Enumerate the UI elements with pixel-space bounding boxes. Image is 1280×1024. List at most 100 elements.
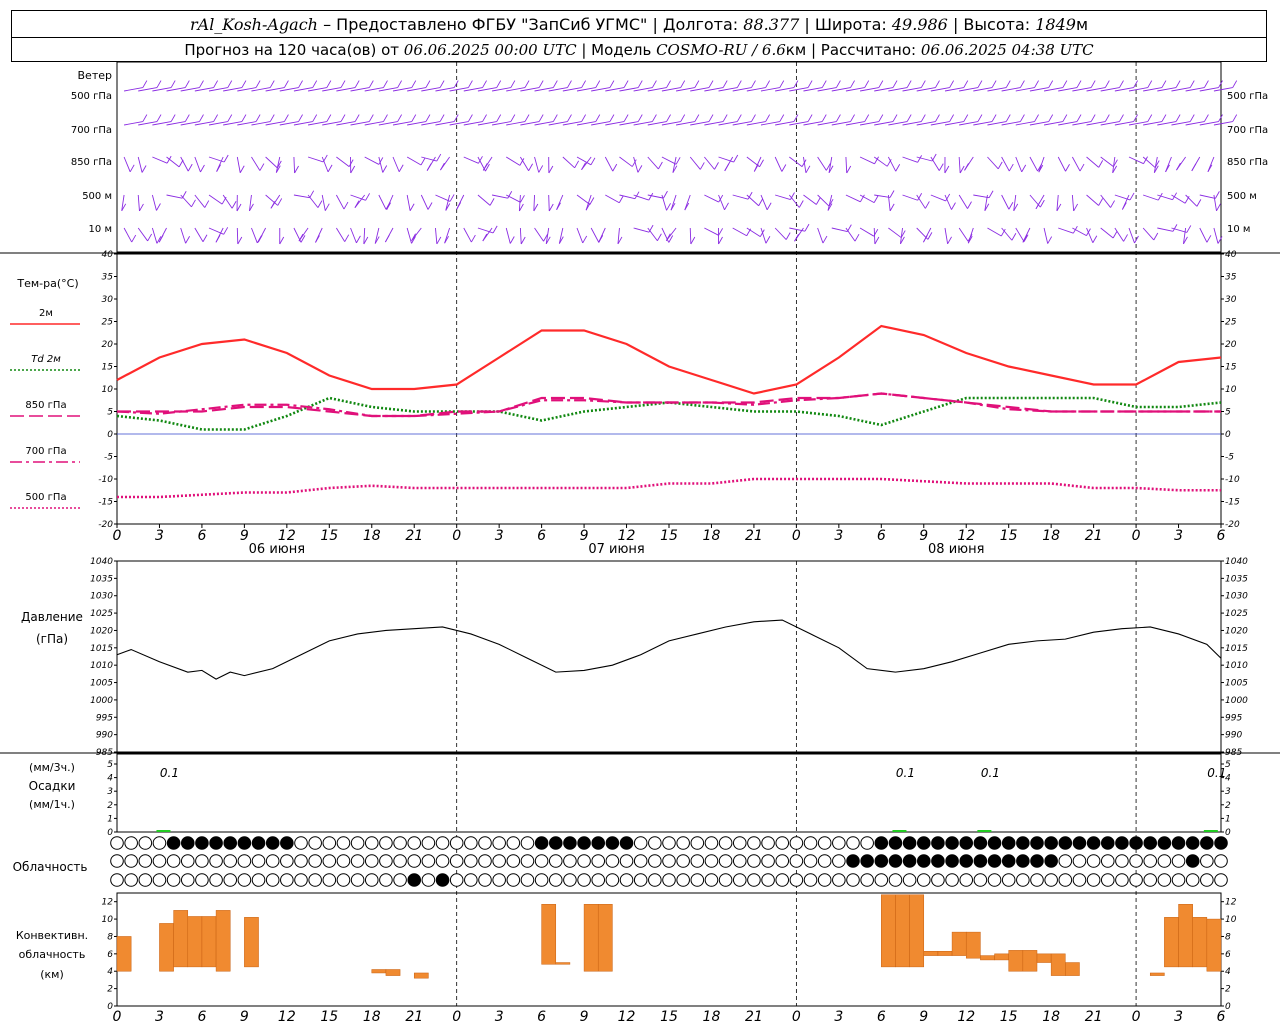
wind-barb: [1128, 121, 1148, 126]
cloud-circle: [407, 854, 422, 868]
wind-barb-flag: [807, 80, 813, 88]
wind-barb: [1013, 194, 1017, 211]
wind-barb-flag: [317, 200, 323, 208]
wind-barb-flag: [652, 114, 657, 122]
cloud-circle: [350, 873, 365, 887]
hour-label-bottom: 0: [452, 1009, 461, 1024]
wind-barb-flag: [1092, 235, 1098, 243]
hour-label-bottom: 3: [1174, 1009, 1183, 1024]
conv-bar: [201, 916, 217, 968]
wind-barb: [987, 227, 1002, 237]
conv-tick-left: 12: [102, 898, 114, 908]
wind-barb: [1001, 194, 1010, 210]
cloud-circle: [1200, 873, 1214, 887]
cloud-circle: [308, 873, 322, 887]
cloud-circle: [251, 854, 266, 868]
wind-barb-flag: [1021, 164, 1027, 173]
wind-barb: [576, 227, 584, 244]
wind-barb: [237, 121, 257, 126]
cloud-circle: [1058, 854, 1073, 868]
wind-level-label-right: 10 м: [1227, 224, 1250, 235]
wind-barb-flag: [1079, 163, 1085, 172]
forecast-start: 06.06.2025 00:00 UTC: [403, 40, 577, 59]
wind-barb-flag: [436, 236, 442, 245]
wind-barb: [789, 87, 809, 92]
cloud-circle: [662, 873, 676, 887]
wind-barb-flag: [1119, 114, 1124, 122]
conv-bar: [1149, 972, 1165, 976]
cloud-circle: [959, 873, 974, 887]
altitude-unit: м: [1075, 14, 1089, 34]
wind-barb-flag: [524, 114, 530, 122]
wind-barb-flag: [874, 236, 880, 245]
wind-barb: [959, 121, 979, 126]
wind-barb-flag: [927, 232, 933, 240]
temp-tick-left: 40: [102, 250, 114, 260]
wind-barb: [1199, 227, 1208, 243]
cloud-circle: [124, 873, 138, 887]
wind-barb: [407, 121, 427, 126]
altitude-label: | Высота:: [947, 14, 1036, 34]
wind-barb: [180, 156, 189, 172]
wind-barb: [307, 194, 319, 208]
wind-barb: [1213, 121, 1233, 126]
cloud-circle: [534, 873, 549, 887]
wind-barb: [619, 156, 633, 167]
wind-barb: [477, 227, 494, 234]
wind-barb: [831, 87, 851, 92]
wind-barb: [505, 227, 511, 244]
cloud-circle: [152, 873, 167, 887]
wind-barb-flag: [567, 114, 572, 122]
wind-barb-flag: [1013, 203, 1019, 212]
wind-barb-flag: [131, 234, 137, 243]
cloud-circle: [1086, 854, 1101, 868]
cloud-circle: [110, 836, 124, 850]
cloud-circle: [888, 836, 903, 850]
cloud-circle: [520, 873, 535, 887]
cloud-circle: [633, 873, 648, 887]
cloud-circle: [916, 854, 931, 868]
cloud-circle: [464, 836, 478, 850]
cloud-circle: [152, 836, 167, 850]
wind-barb-flag: [284, 114, 289, 122]
cloud-circle: [633, 836, 648, 850]
pressure-ylabel-1: Давление: [21, 610, 83, 624]
wind-barb: [251, 227, 258, 244]
temp-series-0: [116, 324, 1222, 395]
wind-barb: [562, 121, 582, 126]
wind-barb: [548, 87, 568, 92]
cloud-circle: [1171, 836, 1186, 850]
wind-barb-flag: [1112, 165, 1118, 174]
wind-barb: [505, 156, 521, 166]
wind-barb-flag: [652, 80, 657, 88]
wind-barb: [336, 87, 356, 92]
wind-barb: [421, 121, 441, 126]
wind-barb: [732, 121, 752, 126]
cloud-circle: [945, 854, 959, 868]
latitude-label: | Широта:: [799, 14, 892, 34]
prec-tick-left: 0: [107, 828, 113, 838]
wind-barb-flag: [873, 195, 879, 203]
cloud-circle: [1200, 836, 1214, 850]
cloud-circle: [449, 836, 464, 850]
wind-barb-flag: [836, 80, 841, 88]
wind-barb-flag: [836, 114, 841, 122]
cloud-circle: [294, 873, 308, 887]
wind-barb: [1029, 121, 1049, 126]
wind-barb-flag: [436, 153, 442, 162]
cloud-circle: [265, 836, 280, 850]
wind-barb: [704, 156, 715, 170]
wind-barb-flag: [1161, 80, 1167, 88]
conv-bar: [1164, 917, 1179, 968]
wind-barb: [1029, 194, 1041, 208]
wind-barb: [973, 121, 993, 126]
latitude: 49.986: [891, 14, 948, 34]
wind-barb-flag: [694, 114, 700, 122]
cloud-circle: [308, 836, 322, 850]
temp-tick-left: 35: [102, 273, 114, 283]
wind-barb: [859, 227, 875, 237]
wind-barb-flag: [765, 114, 771, 122]
cloud-circle: [1100, 873, 1115, 887]
model-name: COSMO-RU / 6.6: [656, 40, 786, 59]
wind-barb-flag: [1176, 162, 1181, 171]
